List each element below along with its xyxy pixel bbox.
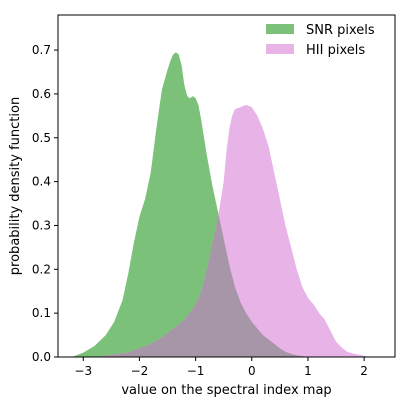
x-tick-label: 1 xyxy=(304,364,312,378)
y-tick-label: 0.7 xyxy=(32,43,51,57)
x-axis-label: value on the spectral index map xyxy=(121,383,331,398)
legend-swatch-hii xyxy=(266,44,294,54)
y-tick-label: 0.6 xyxy=(32,87,51,101)
x-tick-label: 2 xyxy=(360,364,368,378)
y-axis-ticks: 0.0 0.1 0.2 0.3 0.4 0.5 0.6 0.7 xyxy=(32,43,58,364)
area-layer xyxy=(72,52,370,358)
y-tick-label: 0.0 xyxy=(32,350,51,364)
y-axis-label: probability density function xyxy=(8,97,23,275)
snr-area xyxy=(72,52,308,358)
x-axis-ticks: −3 −2 −1 0 1 2 xyxy=(74,357,368,378)
x-tick-label: 0 xyxy=(248,364,256,378)
legend-label-snr: SNR pixels xyxy=(306,23,375,38)
hii-area xyxy=(94,104,370,357)
x-tick-label: −2 xyxy=(131,364,149,378)
legend: SNR pixels HII pixels xyxy=(266,23,375,58)
y-tick-label: 0.1 xyxy=(32,306,51,320)
y-tick-label: 0.5 xyxy=(32,131,51,145)
plot-frame xyxy=(57,14,396,358)
x-tick-label: −1 xyxy=(187,364,205,378)
y-tick-label: 0.2 xyxy=(32,262,51,276)
legend-swatch-snr xyxy=(266,24,294,34)
legend-label-hii: HII pixels xyxy=(306,43,365,58)
y-tick-label: 0.3 xyxy=(32,218,51,232)
y-tick-label: 0.4 xyxy=(32,175,51,189)
x-tick-label: −3 xyxy=(74,364,92,378)
